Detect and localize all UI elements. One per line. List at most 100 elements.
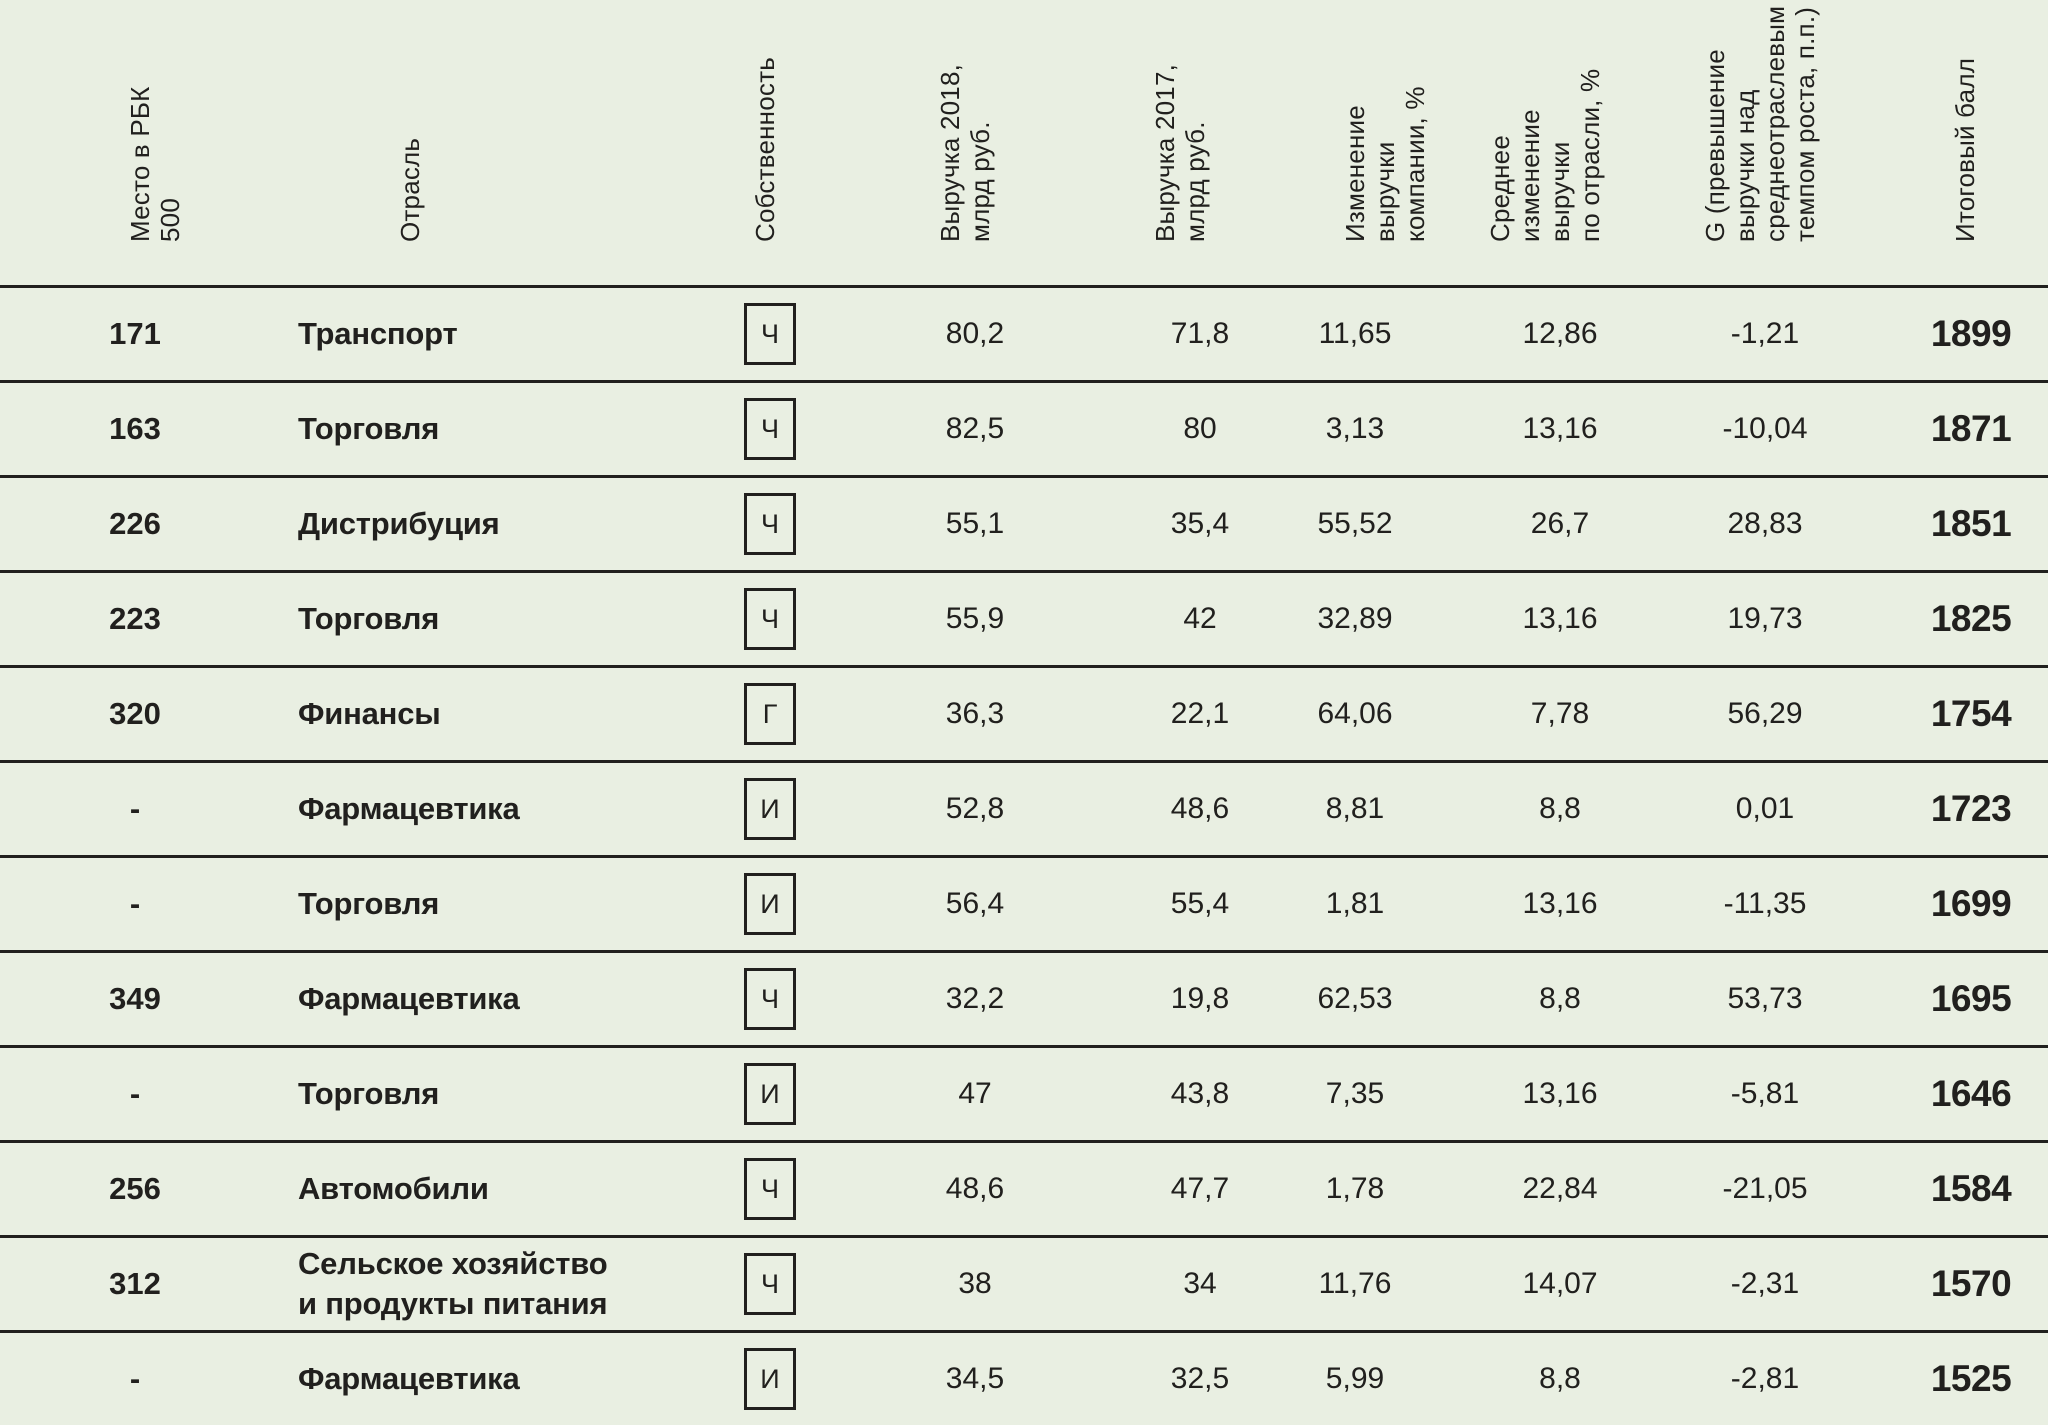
- ownership-letter: Ч: [761, 1268, 779, 1299]
- company-change-cell: 3,13: [1325, 412, 1385, 445]
- table-header: Место в РБК 500 Отрасль Собственность Вы…: [0, 0, 2048, 285]
- revenue-2017-cell: 34: [1183, 1267, 1217, 1300]
- revenue-2017-cell: 55,4: [1170, 887, 1230, 920]
- rank-cell: 171: [109, 316, 161, 351]
- g-index-cell: 56,29: [1727, 697, 1803, 730]
- industry-avg-cell: 13,16: [1522, 412, 1598, 445]
- industry-cell: Торговля: [298, 886, 440, 921]
- industry-avg-cell: 13,16: [1522, 887, 1598, 920]
- industry-avg-cell: 14,07: [1522, 1267, 1598, 1300]
- g-index-cell: -11,35: [1723, 887, 1807, 920]
- table-body: 171 Транспорт Ч 80,2 71,8 11,65 12,86 -1…: [0, 285, 2048, 1425]
- rank-cell: -: [129, 791, 141, 826]
- ownership-badge: И: [744, 1348, 796, 1410]
- company-change-cell: 11,76: [1318, 1267, 1392, 1300]
- company-change-cell: 62,53: [1317, 982, 1393, 1015]
- table-row: - Торговля И 47 43,8 7,35 13,16 -5,81 16…: [0, 1045, 2048, 1140]
- company-change-cell: 7,35: [1325, 1077, 1385, 1110]
- total-score-cell: 1754: [1930, 693, 2012, 734]
- industry-avg-cell: 8,8: [1539, 982, 1581, 1015]
- company-change-cell: 1,78: [1325, 1172, 1385, 1205]
- revenue-2017-cell: 19,8: [1170, 982, 1230, 1015]
- ownership-letter: Ч: [761, 318, 779, 349]
- column-header-g-index: G (превышение выручки над среднеотраслев…: [1700, 5, 1820, 242]
- revenue-2018-cell: 82,5: [945, 412, 1005, 445]
- industry-avg-cell: 12,86: [1522, 317, 1598, 350]
- ownership-badge: Ч: [744, 303, 796, 365]
- company-change-cell: 55,52: [1317, 507, 1393, 540]
- rank-cell: 256: [109, 1171, 161, 1206]
- table-row: 256 Автомобили Ч 48,6 47,7 1,78 22,84 -2…: [0, 1140, 2048, 1235]
- company-change-cell: 8,81: [1325, 792, 1385, 825]
- total-score-cell: 1695: [1930, 978, 2012, 1019]
- industry-cell: Транспорт: [298, 316, 458, 351]
- industry-cell: Сельское хозяйство и продукты питания: [298, 1246, 608, 1321]
- g-index-cell: 53,73: [1727, 982, 1803, 1015]
- g-index-cell: 0,01: [1735, 792, 1795, 825]
- g-index-cell: -10,04: [1722, 412, 1808, 445]
- company-change-cell: 11,65: [1318, 317, 1392, 350]
- total-score-cell: 1871: [1930, 408, 2012, 449]
- company-change-cell: 32,89: [1317, 602, 1393, 635]
- rank-cell: 226: [109, 506, 161, 541]
- industry-avg-cell: 7,78: [1530, 697, 1590, 730]
- revenue-2018-cell: 55,9: [945, 602, 1005, 635]
- column-header-revenue-2018: Выручка 2018, млрд руб.: [935, 63, 995, 242]
- industry-cell: Торговля: [298, 1076, 440, 1111]
- revenue-2017-cell: 47,7: [1170, 1172, 1230, 1205]
- total-score-cell: 1570: [1930, 1263, 2012, 1304]
- revenue-2017-cell: 80: [1183, 412, 1217, 445]
- column-header-rank: Место в РБК 500: [125, 86, 185, 243]
- ownership-letter: И: [760, 1363, 780, 1394]
- total-score-cell: 1723: [1930, 788, 2012, 829]
- company-change-cell: 1,81: [1325, 887, 1385, 920]
- g-index-cell: 19,73: [1727, 602, 1803, 635]
- rank-cell: 320: [109, 696, 161, 731]
- industry-cell: Фармацевтика: [298, 791, 520, 826]
- revenue-2018-cell: 52,8: [945, 792, 1005, 825]
- revenue-2018-cell: 56,4: [945, 887, 1005, 920]
- column-header-total-score: Итоговый балл: [1950, 57, 1980, 242]
- table-row: - Фармацевтика И 52,8 48,6 8,81 8,8 0,01…: [0, 760, 2048, 855]
- industry-cell: Торговля: [298, 601, 440, 636]
- rank-cell: 349: [109, 981, 161, 1016]
- revenue-2018-cell: 34,5: [945, 1362, 1005, 1395]
- column-header-industry-avg-change: Среднее изменение выручки по отрасли, %: [1485, 68, 1605, 242]
- g-index-cell: -1,21: [1730, 317, 1800, 350]
- table-row: 223 Торговля Ч 55,9 42 32,89 13,16 19,73…: [0, 570, 2048, 665]
- ownership-badge: И: [744, 873, 796, 935]
- industry-avg-cell: 8,8: [1539, 792, 1581, 825]
- rank-cell: 223: [109, 601, 161, 636]
- industry-cell: Фармацевтика: [298, 1361, 520, 1396]
- ownership-badge: Ч: [744, 493, 796, 555]
- revenue-2017-cell: 43,8: [1170, 1077, 1230, 1110]
- table-row: 349 Фармацевтика Ч 32,2 19,8 62,53 8,8 5…: [0, 950, 2048, 1045]
- rank-cell: -: [129, 1361, 141, 1396]
- industry-avg-cell: 13,16: [1522, 1077, 1598, 1110]
- revenue-2018-cell: 32,2: [945, 982, 1005, 1015]
- ownership-letter: Ч: [761, 983, 779, 1014]
- rank-cell: -: [129, 886, 141, 921]
- revenue-2017-cell: 22,1: [1170, 697, 1230, 730]
- g-index-cell: 28,83: [1727, 507, 1803, 540]
- table-row: - Торговля И 56,4 55,4 1,81 13,16 -11,35…: [0, 855, 2048, 950]
- ownership-badge: Ч: [744, 1253, 796, 1315]
- rank-cell: -: [129, 1076, 141, 1111]
- table-row: 171 Транспорт Ч 80,2 71,8 11,65 12,86 -1…: [0, 285, 2048, 380]
- industry-cell: Фармацевтика: [298, 981, 520, 1016]
- column-header-company-change: Изменение выручки компании, %: [1340, 86, 1430, 242]
- column-header-industry: Отрасль: [395, 137, 425, 242]
- ownership-letter: Ч: [761, 508, 779, 539]
- industry-avg-cell: 22,84: [1522, 1172, 1598, 1205]
- industry-cell: Автомобили: [298, 1171, 489, 1206]
- ownership-badge: Г: [744, 683, 796, 745]
- ownership-badge: Ч: [744, 968, 796, 1030]
- revenue-2017-cell: 71,8: [1170, 317, 1230, 350]
- revenue-2018-cell: 48,6: [945, 1172, 1005, 1205]
- rank-cell: 312: [109, 1266, 161, 1301]
- industry-avg-cell: 13,16: [1522, 602, 1598, 635]
- g-index-cell: -2,31: [1730, 1267, 1800, 1300]
- revenue-2018-cell: 47: [958, 1077, 992, 1110]
- ownership-badge: Ч: [744, 588, 796, 650]
